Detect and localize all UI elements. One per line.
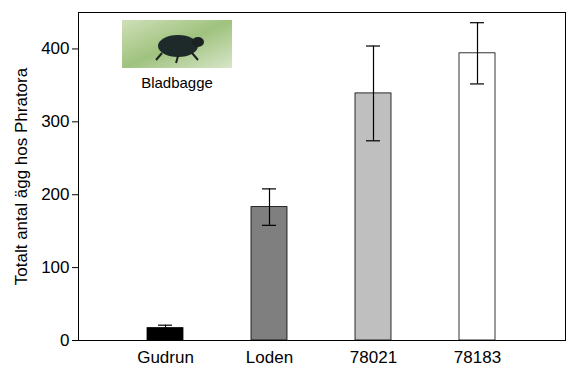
svg-text:200: 200 (41, 185, 69, 204)
svg-text:400: 400 (41, 39, 69, 58)
svg-text:Totalt antal ägg hos Phratora: Totalt antal ägg hos Phratora (12, 67, 31, 285)
svg-text:Loden: Loden (246, 348, 293, 367)
svg-text:0: 0 (60, 331, 69, 350)
html-text:Bladbagge: Bladbagge (141, 74, 213, 91)
svg-text:Gudrun: Gudrun (137, 348, 194, 367)
svg-text:78021: 78021 (350, 348, 397, 367)
svg-text:78183: 78183 (454, 348, 501, 367)
svg-text:300: 300 (41, 112, 69, 131)
svg-text:100: 100 (41, 258, 69, 277)
